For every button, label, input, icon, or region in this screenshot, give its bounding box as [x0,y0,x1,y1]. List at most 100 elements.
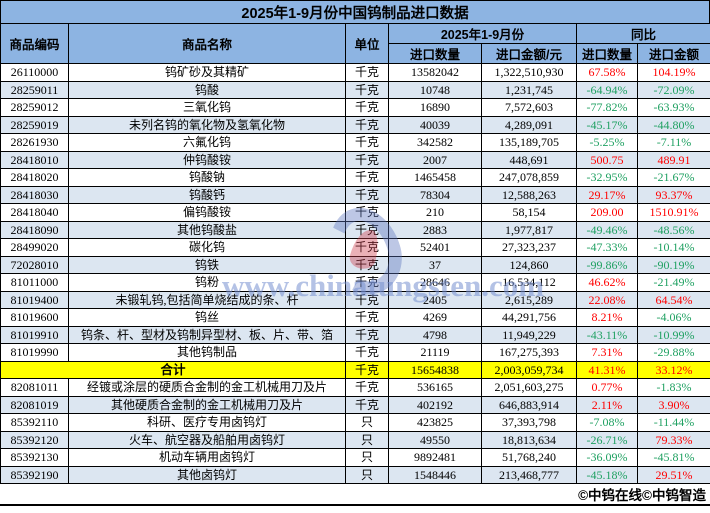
cell-import-qty: 423825 [388,413,482,432]
cell-yoy-qty: -43.11% [576,325,638,344]
cell-yoy-qty: 8.21% [576,308,638,327]
cell-import-qty: 52401 [388,238,482,257]
cell-product-name: 其他钨制品 [68,343,346,362]
cell-import-qty: 78304 [388,185,482,204]
cell-import-amount: 135,189,705 [481,133,577,152]
table-row: 82081019 其他硬质合金制的金工机械用刀及片 千克 402192 646,883,… [0,395,710,414]
cell-import-qty: 49550 [388,430,482,449]
cell-import-qty: 4269 [388,308,482,327]
cell-product-name: 仲钨酸铵 [68,150,346,169]
cell-yoy-amount: -10.14% [636,238,710,257]
cell-unit: 千克 [345,185,389,204]
cell-product-code: 81019600 [0,308,69,327]
cell-yoy-qty: -32.95% [576,168,638,187]
col-header-unit: 单位 [345,23,389,64]
cell-yoy-qty: -45.18% [576,465,638,484]
cell-product-name: 六氟化钨 [68,133,346,152]
cell-import-amount: 124,860 [481,255,577,274]
cell-unit: 千克 [345,255,389,274]
table-row: 81019400 未锻轧钨,包括简单烧结成的条、杆 千克 2405 2,615,289 2… [0,290,710,309]
cell-yoy-qty: 500.75 [576,150,638,169]
cell-yoy-qty: 41.31% [576,360,638,379]
cell-import-qty: 210 [388,203,482,222]
cell-product-name: 未列名钨的氧化物及氢氧化物 [68,115,346,134]
cell-import-qty: 1548446 [388,465,482,484]
table-row: 85392130 机动车辆用卤钨灯只 9892481 51,768,240 -36.09… [0,448,710,467]
cell-import-amount: 646,883,914 [481,395,577,414]
cell-product-code: 26110000 [0,63,69,82]
col-header-product-code: 商品编码 [0,23,69,64]
table-header: 商品编码 商品名称 单位 2025年1-9月份 同比 进口数量 进口金额/元 进… [0,23,710,64]
cell-yoy-amount: -72.09% [636,80,710,99]
col-group-yoy: 同比 [575,23,710,44]
table-row: 28499020 碳化钨 千克 52401 27,323,237 -47.33% -10.1… [0,238,710,257]
cell-unit: 只 [345,430,389,449]
cell-import-amount: 448,691 [481,150,577,169]
cell-product-code: 85392130 [0,448,69,467]
col-header-yoy-qty: 进口数量 [576,43,638,64]
table-row: 28418030 钨酸钙 千克 78304 12,588,263 29.17% 93.37% [0,185,710,204]
cell-product-name: 钨酸钠 [68,168,346,187]
cell-product-code: 85392120 [0,430,69,449]
cell-import-amount: 51,768,240 [481,448,577,467]
cell-import-qty: 2405 [388,290,482,309]
table-row: 28418020 钨酸钠 千克 1465458 247,078,859 -32.95% -2… [0,168,710,187]
cell-yoy-amount: -29.88% [636,343,710,362]
cell-product-code: 28418030 [0,185,69,204]
cell-import-amount: 16,534,112 [481,273,577,292]
cell-yoy-qty: 22.08% [576,290,638,309]
cell-yoy-qty: -7.08% [576,413,638,432]
page-title: 2025年1-9月份中国钨制品进口数据 [0,0,710,24]
cell-yoy-qty: -5.25% [576,133,638,152]
cell-yoy-amount: -1.83% [636,378,710,397]
cell-product-code: 82081011 [0,378,69,397]
cell-yoy-amount: -45.81% [636,448,710,467]
cell-import-amount: 58,154 [481,203,577,222]
cell-unit: 千克 [345,203,389,222]
table-row: 81019600 钨丝 千克 4269 44,291,756 8.21% -4.06% [0,308,710,327]
footer-credit: ©中钨在线©中钨智造 [578,488,706,503]
cell-import-qty: 2007 [388,150,482,169]
cell-yoy-amount: -63.93% [636,98,710,117]
table-row: 28259019 未列名钨的氧化物及氢氧化物 千克 40039 4,289,091 -45… [0,115,710,134]
table-row: 28259011 钨酸 千克 10748 1,231,745 -64.94% -72.09% [0,80,710,99]
cell-yoy-amount: -7.11% [636,133,710,152]
cell-product-name: 碳化钨 [68,238,346,257]
table-row: 28418040 偏钨酸铵 千克 210 58,154 209.00 1510.91% [0,203,710,222]
cell-yoy-amount: 104.19% [636,63,710,82]
cell-yoy-amount: -48.56% [636,220,710,239]
cell-yoy-amount: -10.99% [636,325,710,344]
cell-product-code: 28261930 [0,133,69,152]
cell-yoy-qty: -49.46% [576,220,638,239]
cell-unit: 千克 [345,325,389,344]
cell-product-code: 81019990 [0,343,69,362]
cell-unit: 千克 [345,290,389,309]
table-row: 81019910 钨条、杆、型材及钨制异型材、板、片、带、箔 千克 4798 11,94… [0,325,710,344]
cell-yoy-qty: -36.09% [576,448,638,467]
cell-product-name: 其他钨酸盐 [68,220,346,239]
cell-product-code: 28418090 [0,220,69,239]
cell-import-amount: 2,051,603,275 [481,378,577,397]
cell-import-amount: 11,949,229 [481,325,577,344]
cell-unit: 千克 [345,150,389,169]
cell-unit: 千克 [345,168,389,187]
cell-import-amount: 167,275,393 [481,343,577,362]
cell-yoy-qty: -45.17% [576,115,638,134]
cell-product-code: 28259019 [0,115,69,134]
cell-yoy-amount: -21.67% [636,168,710,187]
cell-import-qty: 402192 [388,395,482,414]
table-row: 28259012 三氧化钨 千克 16890 7,572,603 -77.82% -63.9… [0,98,710,117]
cell-unit: 千克 [345,63,389,82]
table-body: 26110000 钨矿砂及其精矿 千克 13582042 1,322,510,930 67… [0,63,710,484]
cell-import-amount: 1,977,817 [481,220,577,239]
cell-unit: 千克 [345,238,389,257]
cell-import-amount: 1,231,745 [481,80,577,99]
cell-import-qty: 13582042 [388,63,482,82]
cell-product-name: 机动车辆用卤钨灯 [68,448,346,467]
cell-product-code: 81019400 [0,290,69,309]
cell-yoy-qty: -47.33% [576,238,638,257]
table-row: 72028010 钨铁 千克 37 124,860 -99.86% -90.19% [0,255,710,274]
cell-product-name: 经镀或涂层的硬质合金制的金工机械用刀及片 [68,378,346,397]
cell-yoy-amount: 1510.91% [636,203,710,222]
